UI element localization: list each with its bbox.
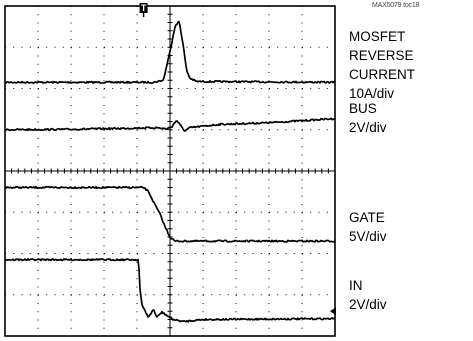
figure-tag: MAX5079 toc18 — [372, 2, 420, 9]
oscilloscope-markers: T — [139, 3, 336, 316]
trace-gate — [4, 185, 336, 243]
channel-scale: 2V/div — [349, 297, 387, 312]
channel-scale: 2V/div — [349, 120, 387, 135]
trace-mosfet-reverse-current — [4, 20, 336, 84]
channel-label-line: CURRENT — [349, 67, 415, 82]
trace-in — [4, 258, 336, 323]
channel-scale: 10A/div — [349, 86, 395, 101]
channel-label-line: GATE — [349, 210, 385, 225]
level-marker-icon — [330, 307, 336, 316]
channel-scale: 5V/div — [349, 229, 387, 244]
channel-label-line: MOSFET REVERSE — [349, 29, 414, 63]
channel-label-mosfet-current: MOSFET REVERSE CURRENT 10A/div — [349, 27, 473, 103]
channel-label-line: IN — [349, 278, 363, 293]
oscilloscope-grid — [4, 5, 336, 337]
channel-label-bus: BUS 2V/div — [349, 99, 387, 137]
oscilloscope-traces — [4, 20, 336, 323]
trigger-marker-icon — [139, 3, 148, 13]
channel-label-in: IN 2V/div — [349, 276, 387, 314]
trigger-marker-label: T — [141, 3, 147, 13]
trace-bus — [4, 117, 336, 132]
channel-label-gate: GATE 5V/div — [349, 208, 387, 246]
channel-label-line: BUS — [349, 101, 377, 116]
